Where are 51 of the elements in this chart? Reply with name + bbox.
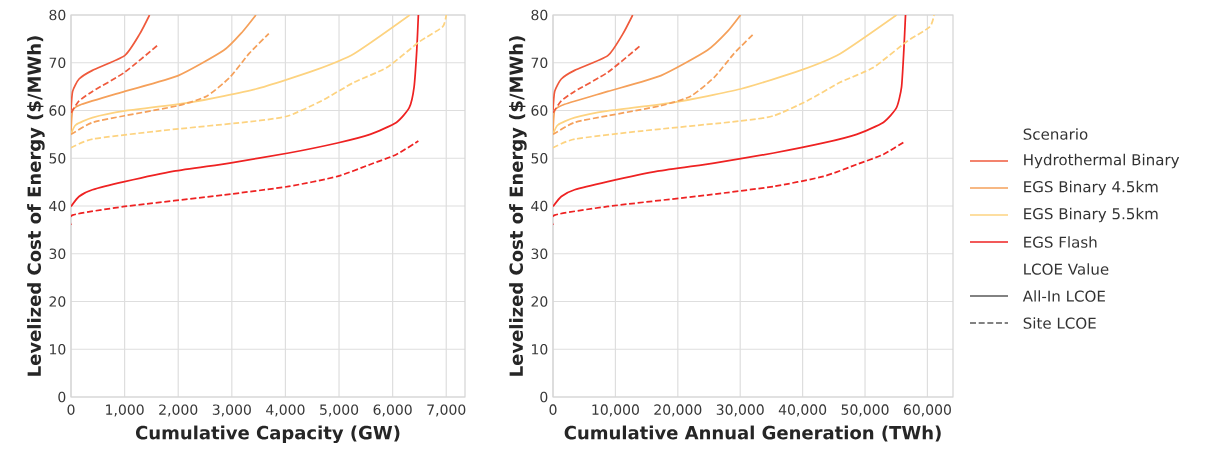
line-series	[553, 15, 935, 149]
line-series	[71, 15, 420, 208]
legend-label: Hydrothermal Binary	[1024, 153, 1180, 169]
line-series	[71, 15, 448, 149]
y-tick-label: 70	[49, 57, 66, 69]
x-tick-label: 30,000	[716, 404, 764, 417]
x-tick-label: 1,000	[106, 404, 144, 417]
x-tick-label: 7,000	[427, 404, 466, 417]
y-tick-label: 30	[49, 248, 66, 260]
y-tick-label: 0	[58, 391, 66, 403]
y-tick-label: 70	[531, 57, 548, 69]
x-axis-title: Cumulative Annual Generation (TWh)	[564, 425, 941, 442]
y-tick-label: 80	[49, 9, 66, 21]
y-tick-label: 30	[531, 248, 548, 260]
legend-title: Scenario	[1023, 128, 1088, 140]
y-tick-label: 10	[50, 343, 66, 355]
line-series	[71, 15, 411, 136]
x-tick-label: 6,000	[373, 404, 412, 417]
line-series	[553, 15, 907, 208]
x-tick-label: 50,000	[841, 404, 889, 417]
x-tick-label: 60,000	[903, 404, 951, 417]
legend-label: EGS Binary 5.5km	[1024, 207, 1158, 223]
text: Site LCOE	[1023, 317, 1096, 329]
x-tick-label: 20,000	[654, 404, 702, 417]
y-axis-title: Levelized Cost of Energy ($/MWh)	[509, 36, 527, 376]
y-tick-label: 80	[531, 9, 548, 21]
x-tick-label: 5,000	[320, 404, 359, 417]
y-tick-label: 20	[49, 296, 66, 307]
y-tick-label: 50	[531, 152, 548, 164]
y-tick-label: 60	[531, 105, 548, 116]
y-tick-label: 40	[531, 200, 548, 212]
y-tick-label: 40	[49, 200, 66, 212]
line-series	[71, 140, 420, 226]
y-axis-title: Levelized Cost of Energy ($/MWh)	[27, 36, 45, 376]
legend-label: EGS Binary 4.5km	[1024, 180, 1158, 196]
y-tick-label: 0	[540, 391, 548, 403]
y-tick-label: 20	[531, 296, 548, 307]
text: LCOE Value	[1024, 263, 1109, 275]
x-tick-label: 3,000	[212, 404, 251, 417]
x-tick-label: 40,000	[778, 404, 827, 417]
text: All-In LCOE	[1022, 290, 1105, 302]
x-tick-label: 0	[549, 404, 557, 415]
legend-label: EGS Flash	[1024, 236, 1097, 248]
x-tick-label: 4,000	[266, 404, 305, 417]
x-tick-label: 2,000	[159, 404, 198, 417]
x-tick-label: 10,000	[592, 404, 639, 417]
y-tick-label: 60	[49, 105, 66, 116]
x-tick-label: 0	[67, 404, 75, 415]
y-tick-label: 50	[49, 152, 66, 164]
y-tick-label: 10	[532, 343, 548, 355]
x-axis-title: Cumulative Capacity (GW)	[136, 425, 400, 444]
